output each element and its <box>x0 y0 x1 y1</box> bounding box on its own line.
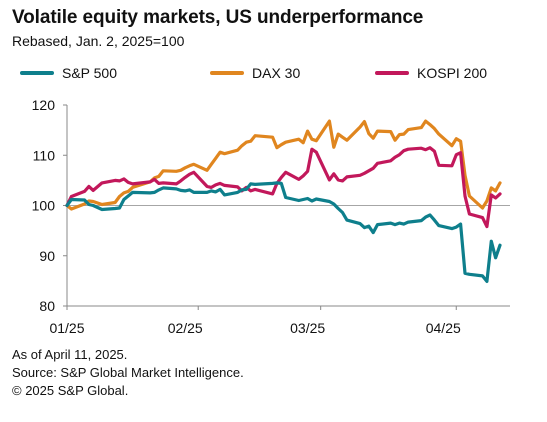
series-line-kospi-200 <box>65 146 502 229</box>
legend-label-sp500: S&P 500 <box>62 65 118 81</box>
y-tick-label: 120 <box>32 97 56 113</box>
legend-swatch-kospi200 <box>375 71 409 75</box>
legend-label-dax30: DAX 30 <box>252 65 301 81</box>
x-tick-label: 03/25 <box>290 320 325 336</box>
copyright-note: © 2025 S&P Global. <box>12 383 129 398</box>
as-of-note: As of April 11, 2025. <box>12 347 128 362</box>
legend-item-dax30: DAX 30 <box>210 65 300 81</box>
y-tick-label: 80 <box>39 298 55 314</box>
source-note: Source: S&P Global Market Intelligence. <box>12 365 244 380</box>
legend-swatch-sp500 <box>20 71 54 75</box>
x-tick-label: 01/25 <box>49 320 84 336</box>
series-line-s-p-500 <box>65 181 502 283</box>
legend-label-kospi200: KOSPI 200 <box>417 65 488 81</box>
x-tick-label: 04/25 <box>426 320 461 336</box>
x-tick-label: 02/25 <box>168 320 203 336</box>
y-tick-label: 90 <box>39 248 55 264</box>
chart-title: Volatile equity markets, US underperform… <box>12 7 424 28</box>
chart-subtitle: Rebased, Jan. 2, 2025=100 <box>12 33 185 49</box>
legend-item-sp500: S&P 500 <box>20 65 117 81</box>
y-tick-label: 110 <box>33 147 56 163</box>
legend-swatch-dax30 <box>210 71 244 75</box>
y-tick-label: 100 <box>32 198 56 214</box>
legend-item-kospi200: KOSPI 200 <box>375 65 487 81</box>
line-chart: 80 90 100 110 120 01/25 02/25 03/25 04/25 <box>32 97 510 336</box>
